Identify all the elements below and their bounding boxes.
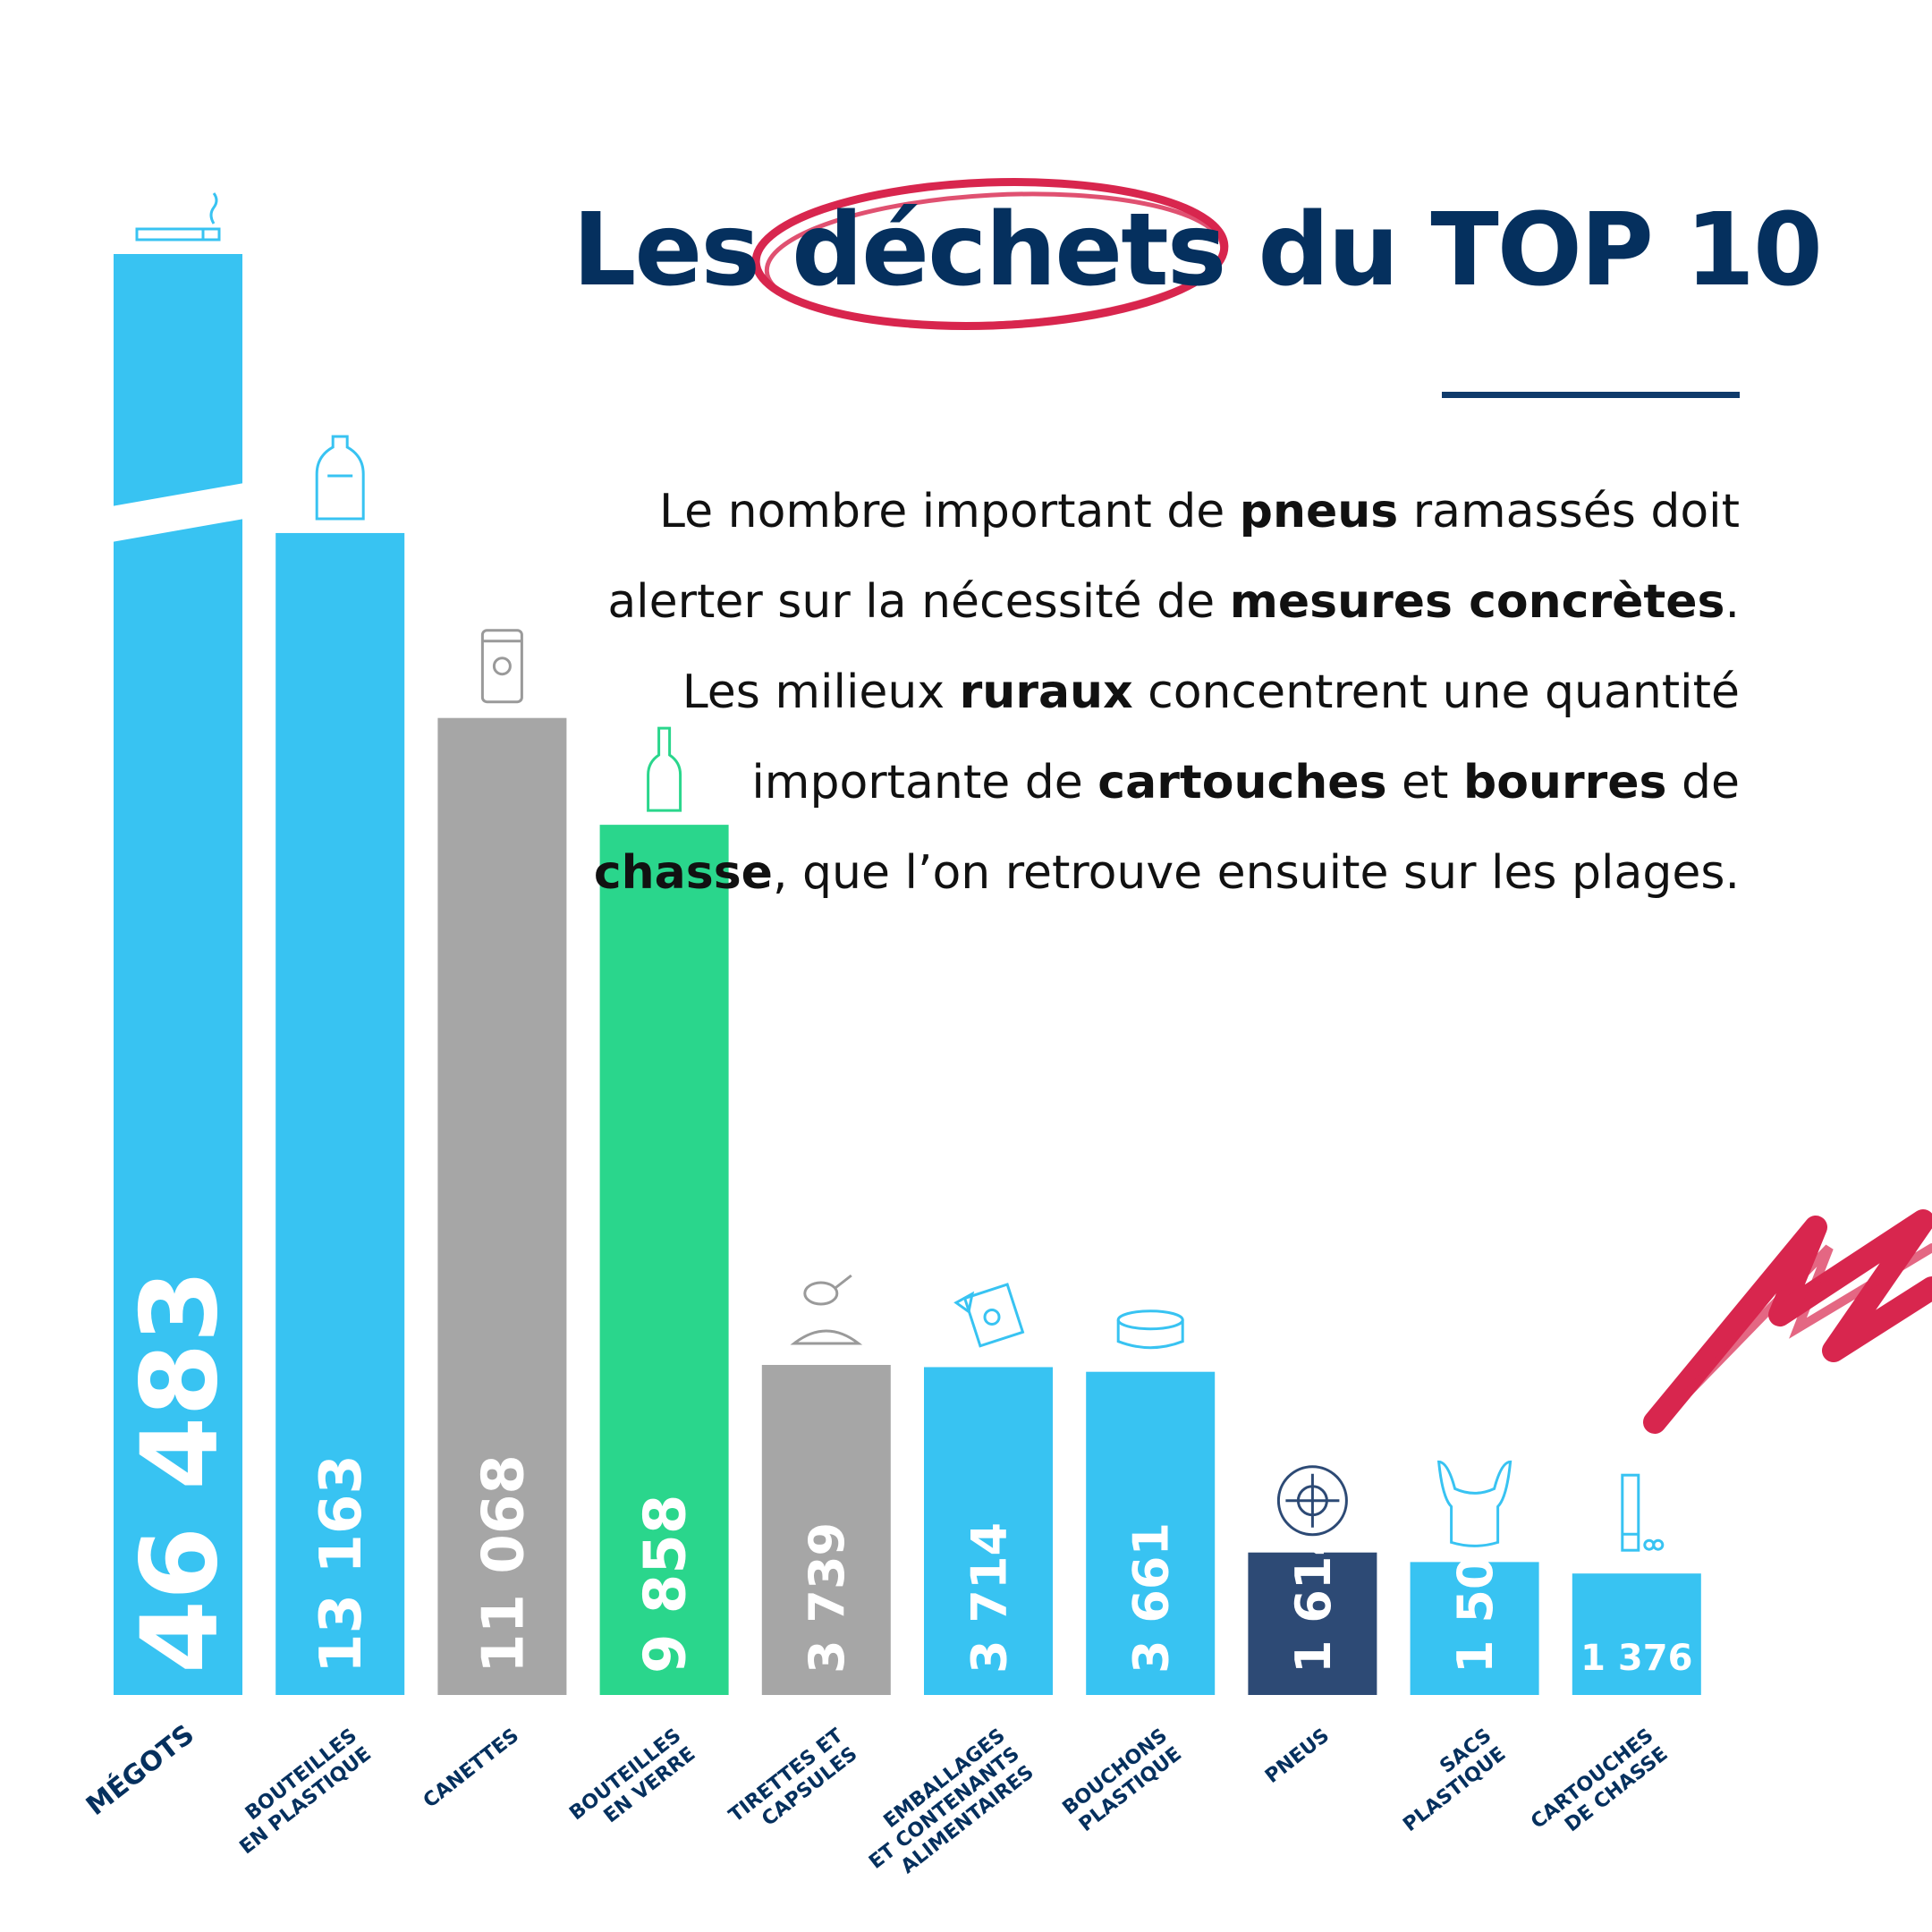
- cartridge-icon: [1621, 1473, 1665, 1552]
- bar: [275, 532, 405, 1696]
- value-label: 1 376: [1580, 1638, 1692, 1679]
- value-label: 1 614: [1285, 1522, 1342, 1674]
- title-circle-scribble: [751, 178, 1229, 330]
- bar-group: 1 614 PNEUS: [1248, 1465, 1377, 1788]
- bar: [924, 1367, 1053, 1695]
- value-label: 1 506: [1447, 1522, 1504, 1674]
- bar: [437, 717, 567, 1695]
- category-label: BOUTEILLESEN VERRE: [565, 1724, 699, 1843]
- category-label-line: CANETTES: [419, 1724, 523, 1813]
- glass-bottle-icon: [647, 726, 682, 812]
- cigarette-icon: [135, 192, 221, 242]
- paragraph-text: concentrent une quantité importante de: [751, 665, 1740, 809]
- paragraph-bold-text: cartouches: [1097, 756, 1387, 809]
- paragraph-text: ramassés doit alerter sur la nécessité d…: [607, 485, 1740, 629]
- value-label: 3 739: [799, 1522, 855, 1674]
- category-label: TIRETTES ETCAPSULES: [725, 1724, 862, 1845]
- food-packaging-icon: [953, 1283, 1025, 1348]
- bar-group: 11 068 CANETTES: [419, 629, 567, 1813]
- bar: [761, 1365, 891, 1695]
- category-label: MÉGOTS: [80, 1718, 199, 1822]
- paragraph-bold-text: mesures concrètes: [1229, 575, 1725, 629]
- value-label: 46 483: [117, 1269, 241, 1674]
- bar: [1248, 1552, 1377, 1695]
- bar: [1572, 1573, 1701, 1695]
- value-label: 3 661: [1123, 1522, 1180, 1674]
- title-part2: du TOP 10: [1258, 192, 1822, 309]
- title-part1: Les: [572, 192, 760, 309]
- bar-group: 3 661 BOUCHONSPLASTIQUE: [1059, 1309, 1216, 1838]
- bottle-cap-icon: [790, 1274, 863, 1345]
- value-label: 9 858: [633, 1495, 699, 1674]
- paragraph-text: et: [1386, 756, 1463, 809]
- category-label: EMBALLAGESET CONTENANTSALIMENTAIRES: [851, 1724, 1038, 1892]
- category-label: SACSPLASTIQUE: [1385, 1724, 1510, 1836]
- can-icon: [480, 629, 523, 704]
- bar-group: 1 506 SACSPLASTIQUE: [1385, 1460, 1539, 1836]
- page-title: Les déchets du TOP 10: [572, 192, 1823, 309]
- bar-group: 1 376 CARTOUCHESDE CHASSE: [1527, 1473, 1701, 1852]
- bar-group: 13 163 BOUTEILLESEN PLASTIQUE: [222, 435, 405, 1859]
- paragraph-text: . Les milieux: [682, 575, 1740, 719]
- title-highlight: déchets: [792, 192, 1226, 309]
- value-label: 11 068: [470, 1454, 537, 1674]
- plastic-bag-icon: [1436, 1460, 1513, 1547]
- category-label: CARTOUCHESDE CHASSE: [1527, 1724, 1672, 1852]
- category-label-line: PNEUS: [1261, 1724, 1334, 1788]
- bar-group: 3 739 TIRETTES ETCAPSULES: [725, 1274, 891, 1845]
- intro-paragraph: Le nombre important de pneus ramassés do…: [572, 467, 1740, 919]
- paragraph-text: , que l’on retrouve ensuite sur les plag…: [772, 846, 1740, 900]
- paragraph-bold-text: ruraux: [959, 665, 1133, 719]
- bar: [599, 825, 729, 1695]
- bar: [1086, 1371, 1216, 1695]
- bar-group: 46 483 MÉGOTS: [80, 192, 244, 1822]
- decorative-scribble: [1643, 1209, 1932, 1434]
- category-label: BOUTEILLESEN PLASTIQUE: [222, 1724, 376, 1859]
- value-label: 3 714: [961, 1522, 1017, 1674]
- paragraph-bold-text: bourres: [1462, 756, 1667, 809]
- tire-icon: [1276, 1465, 1348, 1537]
- value-label: 13 163: [309, 1454, 375, 1674]
- category-label: PNEUS: [1261, 1724, 1334, 1788]
- plastic-cap-icon: [1116, 1309, 1184, 1350]
- paragraph-bold-text: pneus: [1239, 485, 1399, 538]
- category-label: CANETTES: [419, 1724, 523, 1813]
- paragraph-text: de: [1666, 756, 1740, 809]
- bar-group: 9 858 BOUTEILLESEN VERRE: [565, 726, 729, 1843]
- paragraph-text: Le nombre important de: [659, 485, 1240, 538]
- title-divider: [1442, 392, 1740, 398]
- axis-break: [112, 483, 244, 542]
- category-label: BOUCHONSPLASTIQUE: [1059, 1724, 1186, 1838]
- bar: [1410, 1562, 1539, 1695]
- category-label-line: MÉGOTS: [80, 1718, 199, 1822]
- plastic-bottle-icon: [315, 435, 365, 521]
- paragraph-bold-text: chasse: [593, 846, 773, 900]
